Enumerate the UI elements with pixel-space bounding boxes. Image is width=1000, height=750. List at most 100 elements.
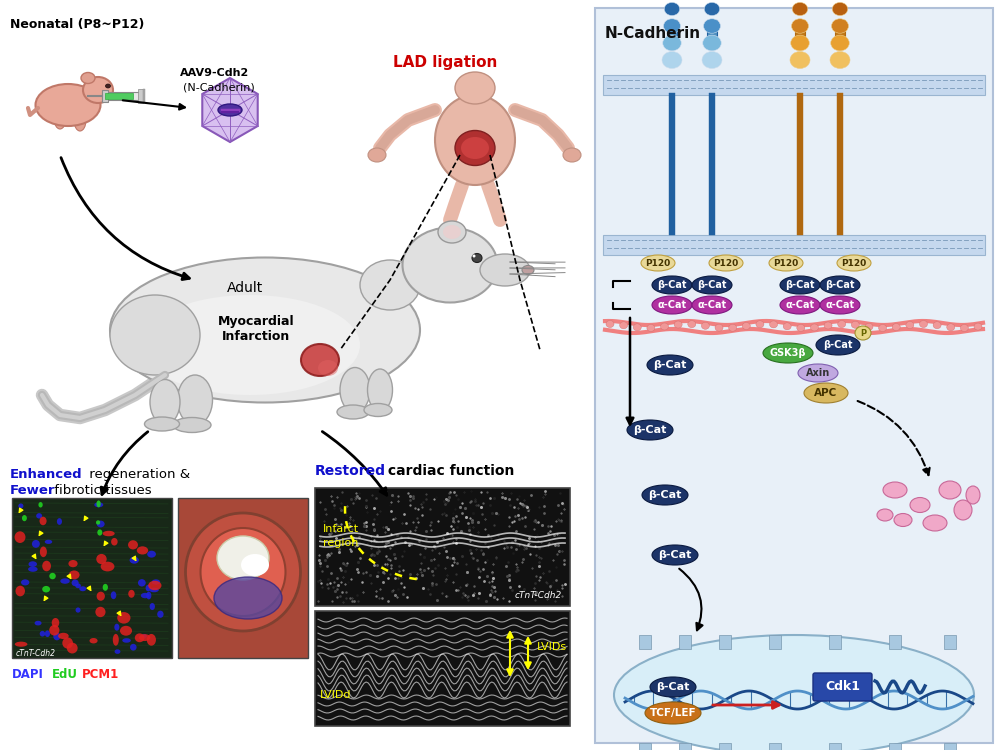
Ellipse shape bbox=[756, 321, 764, 328]
Ellipse shape bbox=[128, 540, 138, 550]
Ellipse shape bbox=[954, 500, 972, 520]
Ellipse shape bbox=[472, 254, 482, 262]
Ellipse shape bbox=[704, 2, 720, 16]
Ellipse shape bbox=[830, 52, 850, 68]
Text: α-Cat: α-Cat bbox=[657, 300, 687, 310]
Text: α-Cat: α-Cat bbox=[825, 300, 855, 310]
Bar bbox=[769, 635, 781, 649]
Ellipse shape bbox=[647, 325, 655, 332]
Ellipse shape bbox=[113, 634, 119, 646]
Ellipse shape bbox=[49, 573, 56, 579]
Text: cardiac function: cardiac function bbox=[383, 464, 514, 478]
Text: Neonatal (P8~P12): Neonatal (P8~P12) bbox=[10, 18, 144, 31]
Ellipse shape bbox=[715, 324, 723, 332]
Ellipse shape bbox=[960, 325, 968, 332]
Text: region: region bbox=[323, 538, 358, 548]
Ellipse shape bbox=[435, 95, 515, 185]
Ellipse shape bbox=[704, 19, 720, 33]
Bar bbox=[795, 20, 805, 42]
Ellipse shape bbox=[146, 585, 151, 591]
Ellipse shape bbox=[810, 324, 818, 331]
Ellipse shape bbox=[18, 503, 23, 509]
Ellipse shape bbox=[36, 84, 100, 126]
Ellipse shape bbox=[664, 19, 680, 33]
Text: Fewer: Fewer bbox=[10, 484, 56, 497]
Text: P120: P120 bbox=[773, 259, 799, 268]
Ellipse shape bbox=[455, 130, 495, 166]
Ellipse shape bbox=[140, 295, 360, 395]
Ellipse shape bbox=[627, 420, 673, 440]
Text: α-Cat: α-Cat bbox=[697, 300, 727, 310]
Ellipse shape bbox=[337, 405, 369, 419]
Ellipse shape bbox=[110, 257, 420, 403]
Bar bbox=[178, 498, 308, 658]
Ellipse shape bbox=[28, 566, 38, 572]
Ellipse shape bbox=[563, 148, 581, 162]
Ellipse shape bbox=[614, 635, 974, 750]
Text: (N-Cadherin): (N-Cadherin) bbox=[183, 82, 255, 92]
Ellipse shape bbox=[804, 383, 848, 403]
Text: β-Cat: β-Cat bbox=[825, 280, 855, 290]
Ellipse shape bbox=[130, 556, 139, 564]
Ellipse shape bbox=[455, 72, 495, 104]
Ellipse shape bbox=[923, 515, 947, 531]
Ellipse shape bbox=[36, 513, 42, 518]
Bar bbox=[889, 635, 901, 649]
Ellipse shape bbox=[135, 634, 144, 642]
Text: Restored: Restored bbox=[315, 464, 386, 478]
Ellipse shape bbox=[144, 417, 180, 431]
Ellipse shape bbox=[798, 364, 838, 382]
Text: P120: P120 bbox=[713, 259, 739, 268]
Ellipse shape bbox=[138, 579, 146, 586]
Ellipse shape bbox=[58, 633, 69, 639]
Ellipse shape bbox=[115, 650, 120, 654]
Bar bbox=[719, 743, 731, 750]
Bar bbox=[639, 635, 651, 649]
Ellipse shape bbox=[855, 326, 871, 340]
Ellipse shape bbox=[149, 588, 159, 592]
Bar bbox=[143, 89, 145, 103]
Ellipse shape bbox=[832, 19, 848, 33]
Text: TCF/LEF: TCF/LEF bbox=[650, 708, 696, 718]
Ellipse shape bbox=[939, 481, 961, 499]
Ellipse shape bbox=[96, 520, 100, 525]
Ellipse shape bbox=[15, 531, 25, 543]
Ellipse shape bbox=[780, 296, 820, 314]
Ellipse shape bbox=[141, 634, 147, 638]
Text: β-Cat: β-Cat bbox=[633, 425, 667, 435]
Text: β-Cat: β-Cat bbox=[653, 360, 687, 370]
Ellipse shape bbox=[919, 320, 927, 328]
Text: β-Cat: β-Cat bbox=[657, 280, 687, 290]
Ellipse shape bbox=[797, 325, 805, 332]
Ellipse shape bbox=[663, 35, 681, 51]
Ellipse shape bbox=[147, 634, 156, 646]
Text: APC: APC bbox=[814, 388, 838, 398]
Ellipse shape bbox=[152, 579, 160, 584]
Ellipse shape bbox=[96, 500, 101, 507]
Text: Enhanced: Enhanced bbox=[10, 468, 83, 481]
Ellipse shape bbox=[111, 591, 116, 599]
Text: cTnT-Cdh2: cTnT-Cdh2 bbox=[16, 649, 56, 658]
Bar bbox=[837, 93, 843, 235]
Ellipse shape bbox=[894, 514, 912, 526]
Bar bbox=[889, 743, 901, 750]
Bar bbox=[944, 743, 956, 750]
Ellipse shape bbox=[35, 621, 42, 626]
Ellipse shape bbox=[364, 404, 392, 416]
Ellipse shape bbox=[141, 592, 150, 598]
Text: LAD ligation: LAD ligation bbox=[393, 55, 497, 70]
Ellipse shape bbox=[120, 626, 132, 636]
Bar bbox=[679, 635, 691, 649]
Bar bbox=[719, 635, 731, 649]
Ellipse shape bbox=[947, 324, 955, 331]
Ellipse shape bbox=[83, 77, 113, 103]
Ellipse shape bbox=[652, 276, 692, 294]
Ellipse shape bbox=[883, 482, 907, 498]
Ellipse shape bbox=[783, 322, 791, 330]
Ellipse shape bbox=[770, 321, 778, 328]
Ellipse shape bbox=[910, 497, 930, 512]
Ellipse shape bbox=[103, 531, 115, 536]
Ellipse shape bbox=[76, 608, 81, 613]
Polygon shape bbox=[202, 78, 258, 142]
Ellipse shape bbox=[110, 295, 200, 375]
